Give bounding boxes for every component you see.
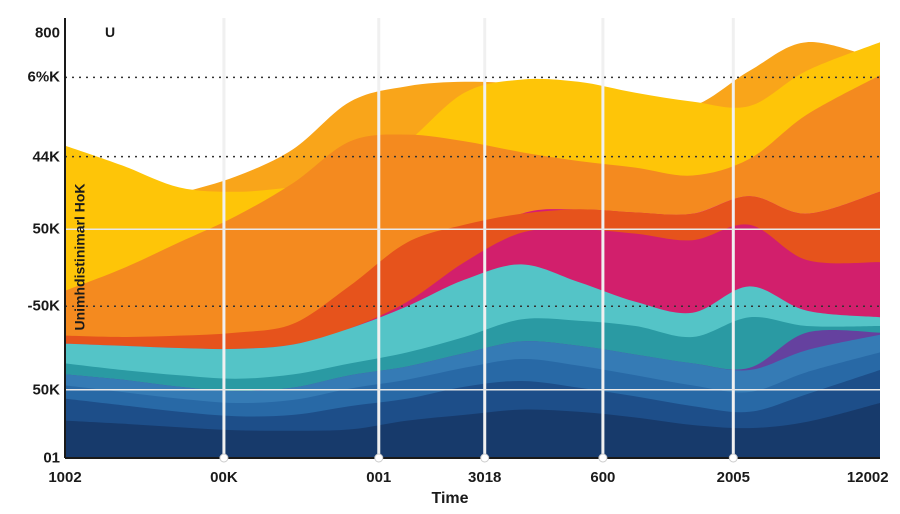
x-tick-dot xyxy=(375,454,383,462)
x-tick-label: 3018 xyxy=(468,469,501,486)
y-tick-label: -50K xyxy=(27,298,60,315)
area-chart: Unimhdistinimarl HoK Time 01 50K -50K 50K 44… xyxy=(0,0,900,514)
chart-svg xyxy=(0,0,900,514)
y-tick-label: 44K xyxy=(32,148,60,165)
x-axis-label: Time xyxy=(431,490,468,508)
y-tick-label: 01 xyxy=(43,450,60,467)
x-tick-dot xyxy=(481,454,489,462)
x-tick-label: 001 xyxy=(366,469,391,486)
y-tick-label: 50K xyxy=(32,381,60,398)
y-tick-label: 6%K xyxy=(27,69,60,86)
x-tick-dot xyxy=(599,454,607,462)
x-tick-label: 600 xyxy=(590,469,615,486)
y-tick-label: 800 xyxy=(35,25,60,42)
x-tick-label: 1002 xyxy=(48,469,81,486)
y-axis-label: Unimhdistinimarl HoK xyxy=(72,183,88,330)
x-tick-label: 00K xyxy=(210,469,238,486)
x-tick-label: 2005 xyxy=(717,469,750,486)
x-tick-label: 12002 xyxy=(847,469,889,486)
y-tick-label: 50K xyxy=(32,221,60,238)
x-tick-dot xyxy=(729,454,737,462)
x-tick-dot xyxy=(220,454,228,462)
y-tick-extra: U xyxy=(105,24,115,40)
